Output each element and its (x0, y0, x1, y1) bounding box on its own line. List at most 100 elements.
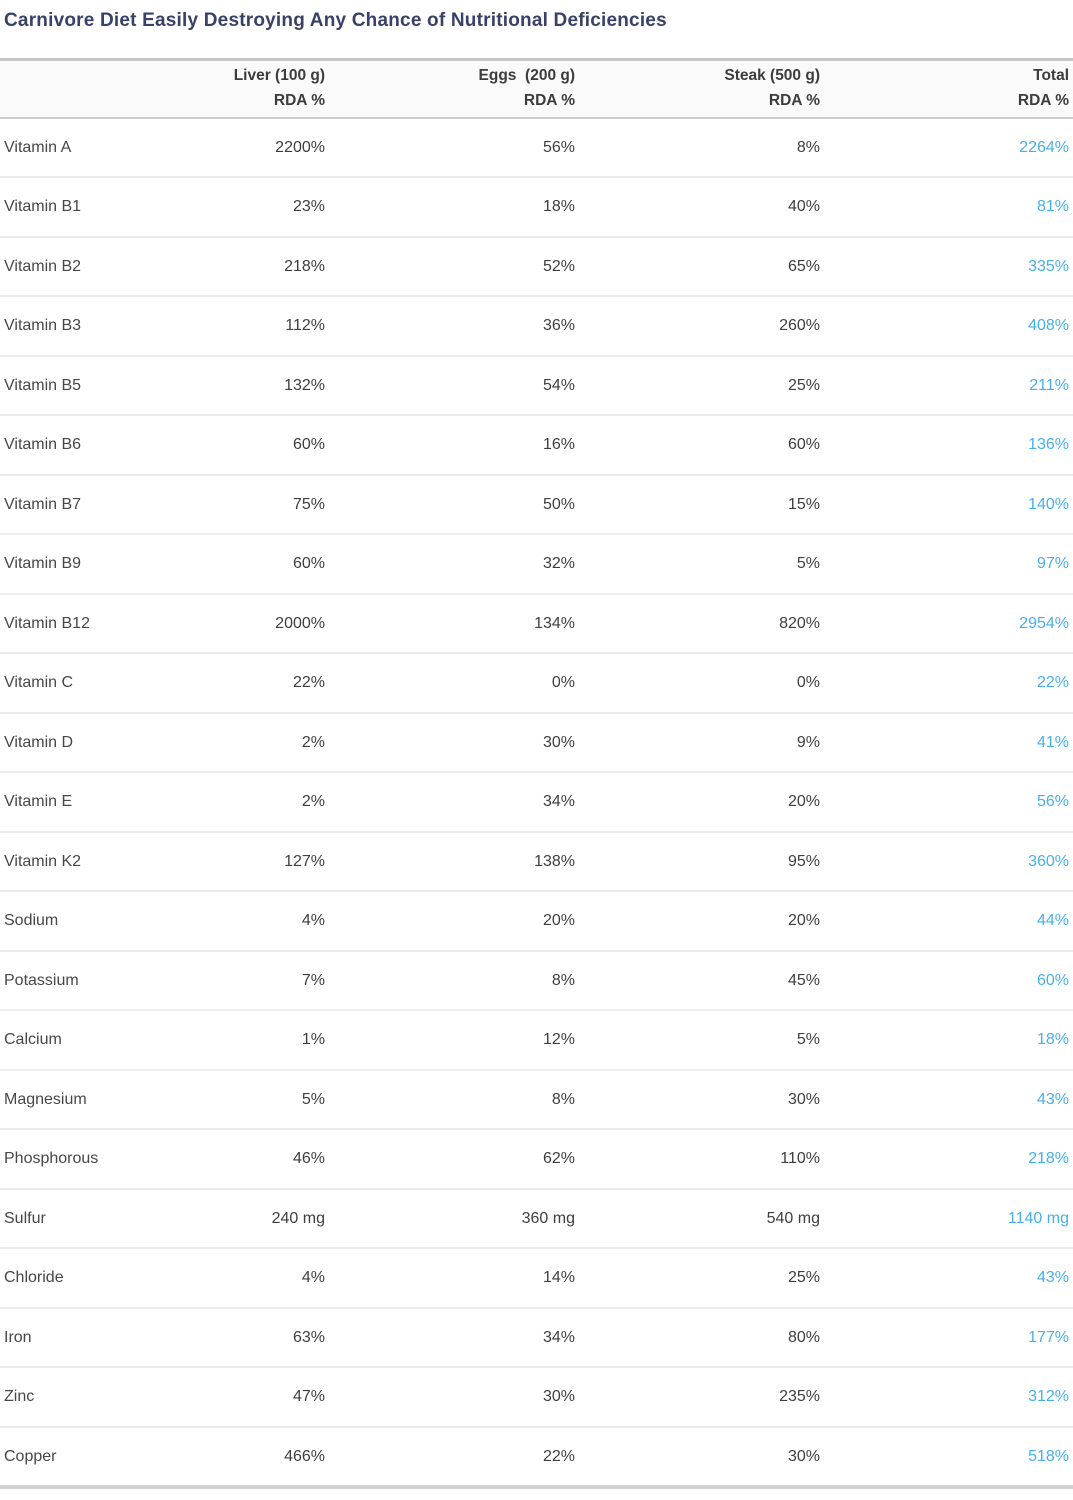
cell-steak: 25% (575, 1248, 820, 1309)
table-row: Vitamin A 2200% 56% 8% 2264% (0, 117, 1073, 179)
cell-liver: 127% (190, 831, 325, 893)
table-row: Vitamin B6 60% 16% 60% 136% (0, 415, 1073, 476)
cell-eggs: 56% (325, 117, 575, 179)
cell-steak: 110% (575, 1129, 820, 1190)
table-header: Liver (100 g) RDA % Eggs (200 g) RDA % Ste… (0, 57, 1073, 119)
cell-eggs: 30% (325, 1367, 575, 1428)
table-body: Vitamin A 2200% 56% 8% 2264% Vitamin B1 … (0, 117, 1073, 1486)
row-label: Magnesium (0, 1069, 190, 1131)
header-cell-liver: Liver (100 g) RDA % (190, 57, 325, 119)
row-label: Vitamin B7 (0, 474, 190, 536)
header-cell-nutrient (0, 57, 190, 119)
cell-total: 335% (820, 236, 1073, 298)
table-row: Vitamin E 2% 34% 20% 56% (0, 772, 1073, 833)
row-label: Vitamin B12 (0, 593, 190, 655)
cell-steak: 65% (575, 236, 820, 298)
cell-total: 518% (1028, 1447, 1069, 1465)
row-label: Vitamin A (0, 117, 190, 179)
cell-liver: 466% (284, 1447, 325, 1465)
row-label: Vitamin K2 (0, 831, 190, 893)
row-label: Vitamin B5 (0, 355, 190, 417)
table-row: Vitamin B7 75% 50% 15% 140% (0, 474, 1073, 536)
cell-steak: 80% (575, 1307, 820, 1369)
header-cell-eggs: Eggs (200 g) RDA % (325, 57, 575, 119)
table-row: Vitamin C 22% 0% 0% 22% (0, 653, 1073, 714)
row-label: Vitamin B6 (0, 415, 190, 476)
cell-steak: 820% (575, 593, 820, 655)
cell-total: 211% (820, 355, 1073, 417)
cell-total: 360% (820, 831, 1073, 893)
header-cell-total: Total RDA % (820, 57, 1073, 119)
row-label: Vitamin D (0, 712, 190, 774)
table-row: Vitamin B9 60% 32% 5% 97% (0, 534, 1073, 595)
cell-liver: 5% (190, 1069, 325, 1131)
table-row: Vitamin D 2% 30% 9% 41% (0, 712, 1073, 774)
cell-liver: 4% (190, 891, 325, 952)
cell-liver: 112% (190, 296, 325, 357)
cell-liver: 2% (190, 712, 325, 774)
cell-total: 136% (820, 415, 1073, 476)
row-label: Vitamin B9 (0, 534, 190, 595)
cell-eggs: 22% (542, 1447, 575, 1465)
cell-liver: 22% (190, 653, 325, 714)
cell-liver: 63% (190, 1307, 325, 1369)
cell-liver: 4% (190, 1248, 325, 1309)
table-row: Vitamin B3 112% 36% 260% 408% (0, 296, 1073, 357)
cell-liver: 2200% (190, 117, 325, 179)
table-row: Vitamin B5 132% 54% 25% 211% (0, 355, 1073, 417)
table-row: Calcium 1% 12% 5% 18% (0, 1010, 1073, 1071)
table-row: Sodium 4% 20% 20% 44% (0, 891, 1073, 952)
cell-eggs: 20% (325, 891, 575, 952)
cell-eggs: 34% (325, 772, 575, 833)
cell-eggs: 52% (325, 236, 575, 298)
cell-total: 218% (820, 1129, 1073, 1190)
row-label: Phosphorous (0, 1129, 190, 1190)
cell-total: 41% (820, 712, 1073, 774)
cell-total: 140% (820, 474, 1073, 536)
cell-liver: 218% (190, 236, 325, 298)
cell-steak: 260% (575, 296, 820, 357)
table-row: Vitamin B2 218% 52% 65% 335% (0, 236, 1073, 298)
page-title: Carnivore Diet Easily Destroying Any Cha… (4, 10, 667, 31)
cell-eggs: 36% (325, 296, 575, 357)
cell-total: 60% (820, 950, 1073, 1012)
cell-total: 22% (820, 653, 1073, 714)
cell-liver: 60% (190, 415, 325, 476)
row-label: Vitamin E (0, 772, 190, 833)
table-row: Vitamin K2 127% 138% 95% 360% (0, 831, 1073, 893)
cell-eggs: 138% (325, 831, 575, 893)
cell-total: 81% (820, 177, 1073, 238)
nutrition-table-wrap: Liver (100 g) RDA % Eggs (200 g) RDA % Ste… (0, 57, 1073, 1490)
cell-steak: 235% (575, 1367, 820, 1428)
cell-eggs: 32% (325, 534, 575, 595)
cell-steak: 30% (787, 1447, 820, 1465)
table-row: Vitamin B1 23% 18% 40% 81% (0, 177, 1073, 238)
header-cell-steak: Steak (500 g) RDA % (575, 57, 820, 119)
cell-eggs: 54% (325, 355, 575, 417)
cell-steak: 8% (575, 117, 820, 179)
header-eggs-line1: Eggs (200 g) (478, 67, 575, 84)
header-total-line2: RDA % (1017, 91, 1069, 109)
row-label: Vitamin B3 (0, 296, 190, 357)
cell-eggs: 134% (325, 593, 575, 655)
cell-eggs: 34% (325, 1307, 575, 1369)
cell-eggs: 14% (325, 1248, 575, 1309)
cell-steak: 15% (575, 474, 820, 536)
cell-liver: 2% (190, 772, 325, 833)
cell-steak: 20% (575, 891, 820, 952)
table-row: Chloride 4% 14% 25% 43% (0, 1248, 1073, 1309)
cell-steak: 45% (575, 950, 820, 1012)
cell-liver: 7% (190, 950, 325, 1012)
cell-steak: 40% (575, 177, 820, 238)
cell-liver: 132% (190, 355, 325, 417)
cell-liver: 60% (190, 534, 325, 595)
cell-total: 43% (820, 1248, 1073, 1309)
cell-eggs: 62% (325, 1129, 575, 1190)
header-liver-line1: Liver (100 g) (233, 67, 325, 84)
cell-steak: 0% (575, 653, 820, 714)
header-steak-line1: Steak (500 g) (724, 67, 820, 84)
cell-steak: 25% (575, 355, 820, 417)
cell-total: 18% (820, 1010, 1073, 1071)
cell-total: 408% (820, 296, 1073, 357)
